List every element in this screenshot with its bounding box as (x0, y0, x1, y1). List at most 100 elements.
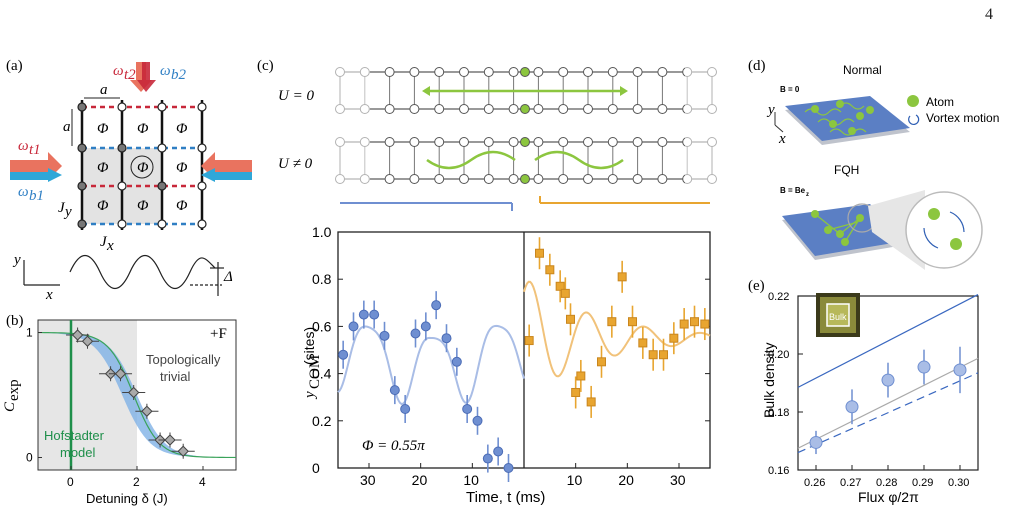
lattice-site (583, 67, 593, 77)
y-tick-label: 0 (312, 460, 320, 476)
chiral-arrow (426, 150, 516, 170)
data-point (845, 400, 859, 414)
arrow-head (620, 86, 628, 96)
lattice-site (409, 104, 420, 114)
phi-value-label: Φ = 0.55π (362, 438, 425, 454)
lattice-site (409, 67, 420, 77)
omega-t2-sub: t2 (124, 67, 136, 83)
data-point (493, 446, 504, 457)
phi-cell: Φ (137, 121, 149, 137)
u-zero-label: U = 0 (278, 88, 314, 104)
data-point (953, 363, 967, 377)
upper-line (797, 294, 979, 388)
x-tick-label: 4 (199, 475, 206, 489)
panel-b-label: (b) (6, 313, 24, 329)
occupied-site (520, 137, 530, 147)
data-point (628, 317, 637, 327)
jx-sub: x (106, 238, 114, 254)
lattice-site (533, 67, 544, 77)
y-tick-label: 0.18 (768, 407, 789, 419)
chiral-arrow (534, 150, 624, 170)
panel-a-a-top: a (100, 82, 108, 98)
fit-curve-left (337, 324, 525, 406)
data-point (586, 397, 596, 407)
axis-y-a: y (12, 252, 21, 268)
region-label-2: trivial (160, 369, 190, 384)
data-point (560, 288, 570, 298)
lattice-site (583, 137, 593, 147)
data-point (555, 281, 565, 291)
data-point (482, 453, 493, 464)
lattice-site (483, 137, 494, 147)
lattice-site (384, 174, 395, 184)
data-point (81, 335, 94, 347)
lattice-site (384, 67, 395, 77)
data-point (566, 314, 575, 324)
lattice-site (657, 137, 668, 147)
omega-b1: ω (18, 184, 29, 200)
normal-label: Normal (843, 63, 882, 77)
lattice-site (409, 137, 420, 147)
u-nonzero-label: U ≠ 0 (278, 156, 313, 172)
x-tick-label: 0.27 (840, 477, 861, 489)
lattice-site (483, 104, 494, 114)
panel-e-xlabel: Flux φ/2π (858, 489, 919, 505)
lattice-site (483, 174, 494, 184)
lattice-site (607, 104, 618, 114)
lattice-site (508, 174, 519, 184)
x-tick-label: 0.26 (804, 477, 825, 489)
y-tick-label: 0.2 (312, 413, 332, 429)
data-point (535, 248, 544, 258)
fqh-label: FQH (834, 163, 859, 177)
lattice-site (434, 174, 445, 184)
b-field-sub: z (806, 192, 809, 198)
side-beam-arrows (10, 152, 252, 182)
phi-cell: Φ (97, 160, 109, 176)
vortex-legend: Vortex motion (926, 111, 999, 125)
lattice-site (632, 104, 643, 114)
theory-band (38, 332, 236, 458)
panel-a-lattice (71, 97, 207, 230)
data-point (809, 435, 823, 449)
arrow-head (422, 86, 430, 96)
model-label-2: model (60, 445, 96, 460)
axis-y-d: y (766, 102, 775, 118)
panel-a-a-left: a (63, 119, 71, 135)
y-tick-label: 0.16 (768, 465, 789, 477)
lattice-site (508, 67, 519, 77)
panel-b-ylabel: C (2, 401, 18, 412)
omega-b1-sub: b1 (29, 188, 44, 204)
panel-c-ladders (330, 60, 725, 190)
phi-cell: Φ (137, 160, 149, 176)
model-label-1: Hofstadter (44, 428, 105, 443)
data-point (462, 404, 473, 414)
x-tick-label: 10 (567, 472, 583, 488)
lattice-site (459, 137, 469, 147)
y-tick-label: 0.22 (768, 291, 789, 303)
lattice-site (657, 104, 668, 114)
occupied-site (520, 67, 530, 77)
lattice-site (558, 137, 569, 147)
data-point (679, 319, 689, 329)
lattice-site (533, 174, 544, 184)
data-point (648, 350, 658, 360)
x-tick-label: 2 (133, 475, 140, 489)
atom-legend: Atom (926, 95, 954, 109)
data-point (576, 371, 586, 381)
bulk-inset-label: Bulk (829, 312, 847, 322)
normal-plate (785, 96, 910, 145)
data-point (638, 338, 648, 348)
panel-b-xlabel: Detuning δ (J) (86, 491, 168, 506)
panel-b-ylabel-sub: exp (6, 379, 22, 401)
b-field-label: B = Be (780, 186, 806, 195)
y-tick-label: 0.20 (768, 349, 789, 361)
lattice-site (558, 174, 569, 184)
data-point (348, 321, 359, 332)
lattice-site (657, 67, 668, 77)
data-point (700, 319, 710, 329)
panel-a-potential (23, 254, 224, 296)
x-tick-label: 30 (670, 472, 686, 488)
x-tick-label: 30 (360, 472, 376, 488)
delta-label: Δ (223, 269, 233, 285)
